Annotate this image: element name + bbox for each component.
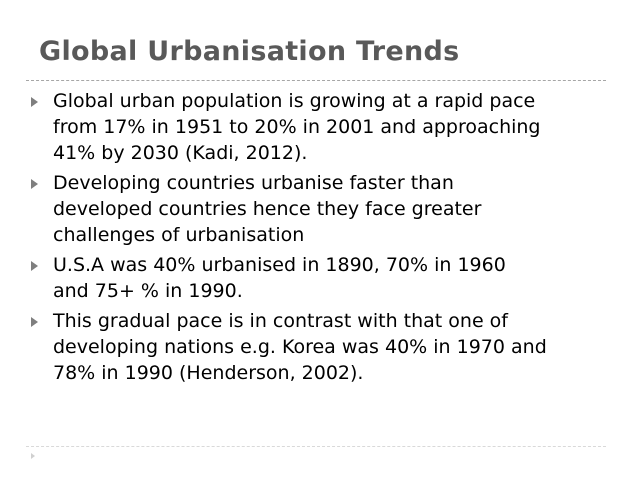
bullet-line: from 17% in 1951 to 20% in 2001 and appr… (53, 116, 541, 138)
bullet-line: developed countries hence they face grea… (53, 198, 482, 220)
bullet-line: challenges of urbanisation (53, 224, 305, 246)
bullet-arrow-icon (31, 179, 38, 189)
slide-nav-arrow-icon[interactable] (31, 453, 35, 459)
bullet-line: U.S.A was 40% urbanised in 1890, 70% in … (53, 254, 506, 276)
bullet-line: developing nations e.g. Korea was 40% in… (53, 336, 547, 358)
bullet-arrow-icon (31, 97, 38, 107)
bullet-list: Global urban population is growing at a … (28, 88, 608, 390)
bullet-line: Developing countries urbanise faster tha… (53, 172, 454, 194)
bullet-line: Global urban population is growing at a … (53, 90, 536, 112)
bullet-arrow-icon (31, 261, 38, 271)
title-divider (26, 80, 606, 81)
bullet-line: This gradual pace is in contrast with th… (53, 310, 508, 332)
bullet-line: 78% in 1990 (Henderson, 2002). (53, 362, 364, 384)
bullet-item: Developing countries urbanise faster tha… (28, 170, 608, 248)
bullet-line: 41% by 2030 (Kadi, 2012). (53, 142, 308, 164)
bottom-divider (26, 446, 606, 447)
bullet-item: Global urban population is growing at a … (28, 88, 608, 166)
bullet-arrow-icon (31, 317, 38, 327)
bullet-line: and 75+ % in 1990. (53, 280, 243, 302)
bullet-item: U.S.A was 40% urbanised in 1890, 70% in … (28, 252, 608, 304)
bullet-item: This gradual pace is in contrast with th… (28, 308, 608, 386)
slide-title: Global Urbanisation Trends (39, 36, 460, 67)
